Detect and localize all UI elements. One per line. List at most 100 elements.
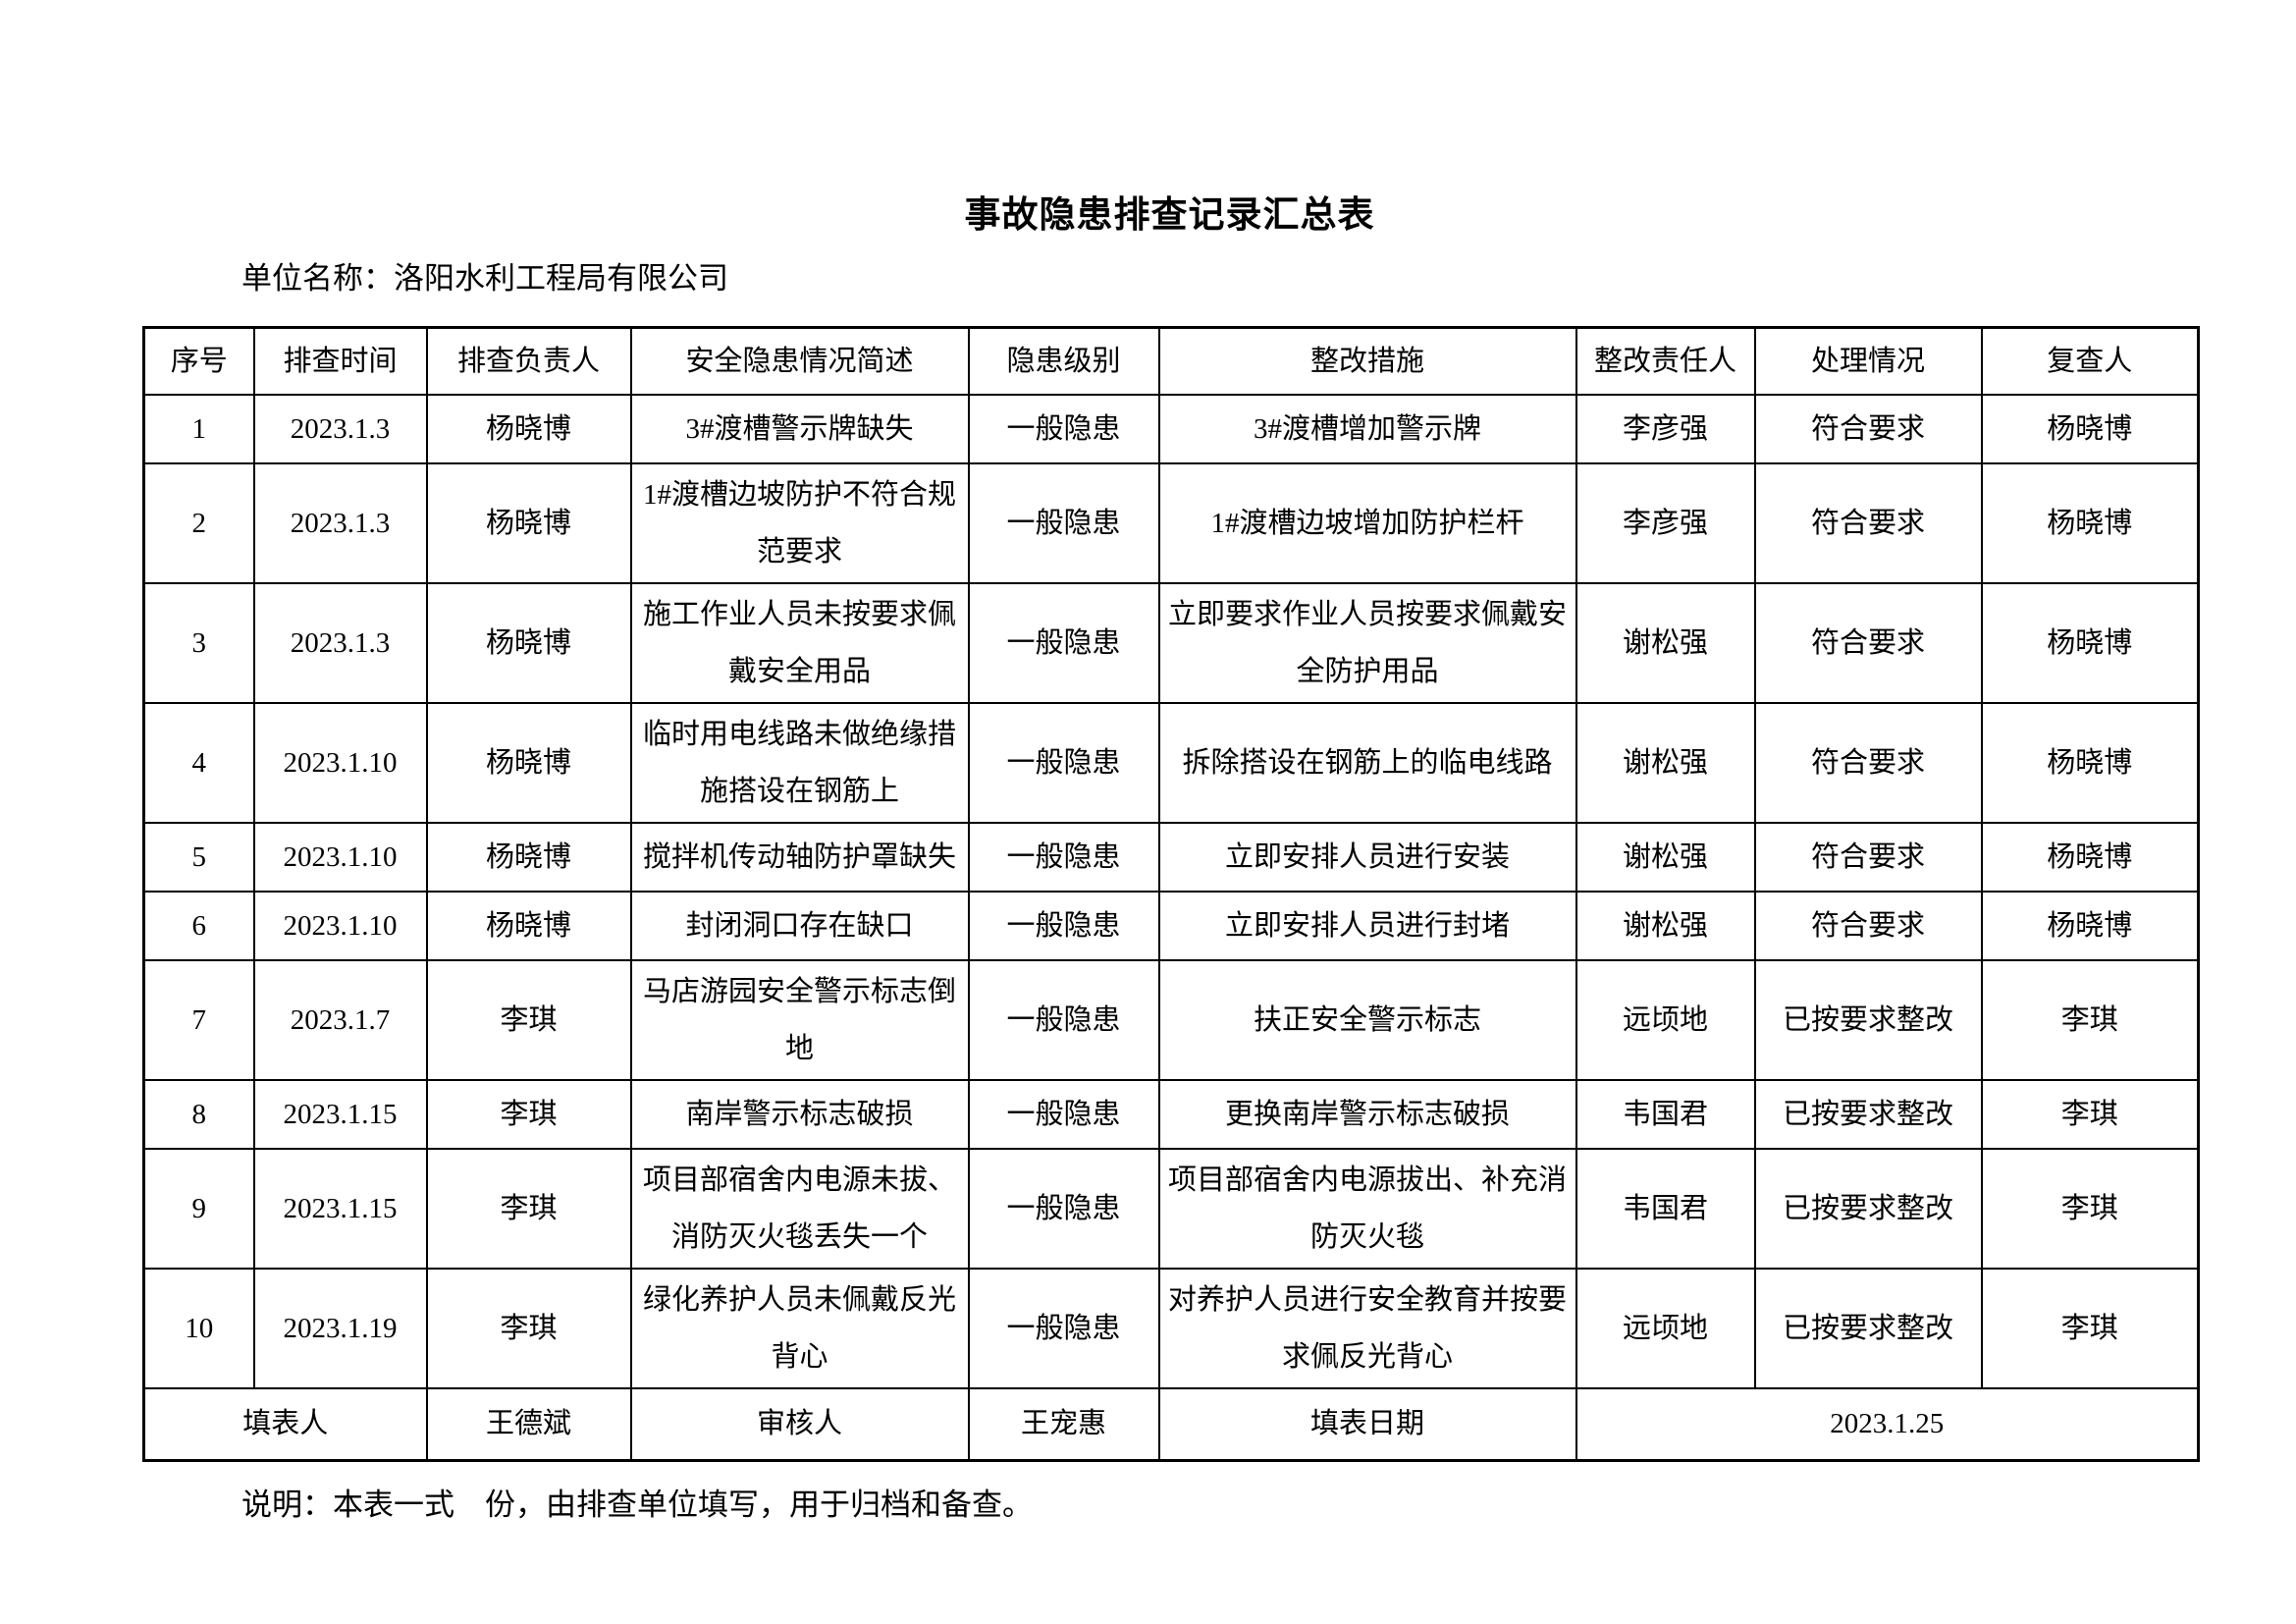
table-row: 7 2023.1.7 李琪 马店游园安全警示标志倒地 一般隐患 扶正安全警示标志… bbox=[142, 958, 2200, 1081]
cell-index: 4 bbox=[142, 701, 255, 824]
cell-reviewer: 杨晓博 bbox=[1980, 890, 2200, 961]
cell-responsible: 李彦强 bbox=[1575, 393, 1756, 464]
header-cell-index: 序号 bbox=[142, 326, 255, 396]
cell-description: 搅拌机传动轴防护罩缺失 bbox=[629, 821, 970, 893]
cell-description: 施工作业人员未按要求佩戴安全用品 bbox=[629, 581, 970, 704]
footer-reviewer-label: 审核人 bbox=[629, 1386, 970, 1462]
cell-responsible: 谢松强 bbox=[1575, 581, 1756, 704]
cell-inspector: 杨晓博 bbox=[425, 461, 632, 584]
cell-index: 8 bbox=[142, 1078, 255, 1150]
cell-description: 封闭洞口存在缺口 bbox=[629, 890, 970, 961]
header-cell-date: 排查时间 bbox=[252, 326, 428, 396]
cell-handling: 符合要求 bbox=[1753, 890, 1983, 961]
cell-reviewer: 李琪 bbox=[1980, 1267, 2200, 1389]
cell-measure: 3#渡槽增加警示牌 bbox=[1157, 393, 1577, 464]
cell-level: 一般隐患 bbox=[967, 1078, 1160, 1150]
cell-measure: 立即安排人员进行封堵 bbox=[1157, 890, 1577, 961]
cell-date: 2023.1.3 bbox=[252, 461, 428, 584]
cell-handling: 符合要求 bbox=[1753, 393, 1983, 464]
cell-measure: 立即安排人员进行安装 bbox=[1157, 821, 1577, 893]
cell-level: 一般隐患 bbox=[967, 1147, 1160, 1270]
cell-date: 2023.1.10 bbox=[252, 701, 428, 824]
cell-index: 10 bbox=[142, 1267, 255, 1389]
header-cell-inspector: 排查负责人 bbox=[425, 326, 632, 396]
cell-description: 临时用电线路未做绝缘措施搭设在钢筋上 bbox=[629, 701, 970, 824]
cell-responsible: 远顷地 bbox=[1575, 1267, 1756, 1389]
header-cell-reviewer: 复查人 bbox=[1980, 326, 2200, 396]
table-row: 10 2023.1.19 李琪 绿化养护人员未佩戴反光背心 一般隐患 对养护人员… bbox=[142, 1267, 2200, 1389]
cell-responsible: 韦国君 bbox=[1575, 1147, 1756, 1270]
cell-reviewer: 李琪 bbox=[1980, 1147, 2200, 1270]
cell-level: 一般隐患 bbox=[967, 1267, 1160, 1389]
page-title: 事故隐患排查记录汇总表 bbox=[964, 194, 1375, 235]
cell-reviewer: 杨晓博 bbox=[1980, 461, 2200, 584]
cell-description: 马店游园安全警示标志倒地 bbox=[629, 958, 970, 1081]
cell-inspector: 杨晓博 bbox=[425, 821, 632, 893]
cell-handling: 已按要求整改 bbox=[1753, 1078, 1983, 1150]
hidden-danger-record-table: 序号 排查时间 排查负责人 安全隐患情况简述 隐患级别 整改措施 整改责任人 处… bbox=[142, 326, 2200, 1462]
cell-date: 2023.1.3 bbox=[252, 581, 428, 704]
cell-description: 绿化养护人员未佩戴反光背心 bbox=[629, 1267, 970, 1389]
cell-measure: 拆除搭设在钢筋上的临电线路 bbox=[1157, 701, 1577, 824]
footer-filler-value: 王德斌 bbox=[425, 1386, 632, 1462]
table-row: 9 2023.1.15 李琪 项目部宿舍内电源未拔、消防灭火毯丢失一个 一般隐患… bbox=[142, 1147, 2200, 1270]
cell-reviewer: 李琪 bbox=[1980, 958, 2200, 1081]
cell-responsible: 谢松强 bbox=[1575, 821, 1756, 893]
cell-measure: 对养护人员进行安全教育并按要求佩反光背心 bbox=[1157, 1267, 1577, 1389]
header-cell-measure: 整改措施 bbox=[1157, 326, 1577, 396]
cell-reviewer: 杨晓博 bbox=[1980, 393, 2200, 464]
cell-description: 项目部宿舍内电源未拔、消防灭火毯丢失一个 bbox=[629, 1147, 970, 1270]
cell-reviewer: 杨晓博 bbox=[1980, 701, 2200, 824]
cell-reviewer: 李琪 bbox=[1980, 1078, 2200, 1150]
cell-handling: 符合要求 bbox=[1753, 701, 1983, 824]
footer-date-label: 填表日期 bbox=[1157, 1386, 1577, 1462]
cell-date: 2023.1.3 bbox=[252, 393, 428, 464]
cell-date: 2023.1.15 bbox=[252, 1078, 428, 1150]
cell-measure: 立即要求作业人员按要求佩戴安全防护用品 bbox=[1157, 581, 1577, 704]
cell-handling: 符合要求 bbox=[1753, 461, 1983, 584]
cell-handling: 符合要求 bbox=[1753, 581, 1983, 704]
cell-responsible: 远顷地 bbox=[1575, 958, 1756, 1081]
footer-date-value: 2023.1.25 bbox=[1575, 1386, 2200, 1462]
cell-handling: 已按要求整改 bbox=[1753, 1147, 1983, 1270]
cell-index: 6 bbox=[142, 890, 255, 961]
cell-index: 1 bbox=[142, 393, 255, 464]
cell-level: 一般隐患 bbox=[967, 581, 1160, 704]
cell-description: 3#渡槽警示牌缺失 bbox=[629, 393, 970, 464]
cell-inspector: 杨晓博 bbox=[425, 890, 632, 961]
cell-measure: 扶正安全警示标志 bbox=[1157, 958, 1577, 1081]
footer-reviewer-value: 王宠惠 bbox=[967, 1386, 1160, 1462]
cell-responsible: 谢松强 bbox=[1575, 890, 1756, 961]
cell-level: 一般隐患 bbox=[967, 890, 1160, 961]
cell-level: 一般隐患 bbox=[967, 958, 1160, 1081]
cell-responsible: 谢松强 bbox=[1575, 701, 1756, 824]
unit-name-line: 单位名称：洛阳水利工程局有限公司 bbox=[241, 261, 728, 296]
table-footer-row: 填表人 王德斌 审核人 王宠惠 填表日期 2023.1.25 bbox=[142, 1386, 2200, 1462]
cell-handling: 已按要求整改 bbox=[1753, 1267, 1983, 1389]
cell-level: 一般隐患 bbox=[967, 461, 1160, 584]
table-row: 4 2023.1.10 杨晓博 临时用电线路未做绝缘措施搭设在钢筋上 一般隐患 … bbox=[142, 701, 2200, 824]
cell-inspector: 李琪 bbox=[425, 958, 632, 1081]
cell-date: 2023.1.19 bbox=[252, 1267, 428, 1389]
cell-inspector: 杨晓博 bbox=[425, 581, 632, 704]
cell-index: 7 bbox=[142, 958, 255, 1081]
header-cell-description: 安全隐患情况简述 bbox=[629, 326, 970, 396]
cell-reviewer: 杨晓博 bbox=[1980, 581, 2200, 704]
table-header-row: 序号 排查时间 排查负责人 安全隐患情况简述 隐患级别 整改措施 整改责任人 处… bbox=[142, 326, 2200, 396]
cell-reviewer: 杨晓博 bbox=[1980, 821, 2200, 893]
cell-level: 一般隐患 bbox=[967, 393, 1160, 464]
cell-measure: 项目部宿舍内电源拔出、补充消防灭火毯 bbox=[1157, 1147, 1577, 1270]
cell-index: 3 bbox=[142, 581, 255, 704]
cell-level: 一般隐患 bbox=[967, 701, 1160, 824]
table-row: 6 2023.1.10 杨晓博 封闭洞口存在缺口 一般隐患 立即安排人员进行封堵… bbox=[142, 890, 2200, 961]
cell-handling: 已按要求整改 bbox=[1753, 958, 1983, 1081]
cell-description: 1#渡槽边坡防护不符合规范要求 bbox=[629, 461, 970, 584]
cell-level: 一般隐患 bbox=[967, 821, 1160, 893]
cell-index: 2 bbox=[142, 461, 255, 584]
cell-measure: 更换南岸警示标志破损 bbox=[1157, 1078, 1577, 1150]
footer-filler-label: 填表人 bbox=[142, 1386, 428, 1462]
cell-handling: 符合要求 bbox=[1753, 821, 1983, 893]
footnote: 说明：本表一式 份，由排查单位填写，用于归档和备查。 bbox=[241, 1488, 1033, 1522]
cell-responsible: 李彦强 bbox=[1575, 461, 1756, 584]
table-row: 5 2023.1.10 杨晓博 搅拌机传动轴防护罩缺失 一般隐患 立即安排人员进… bbox=[142, 821, 2200, 893]
